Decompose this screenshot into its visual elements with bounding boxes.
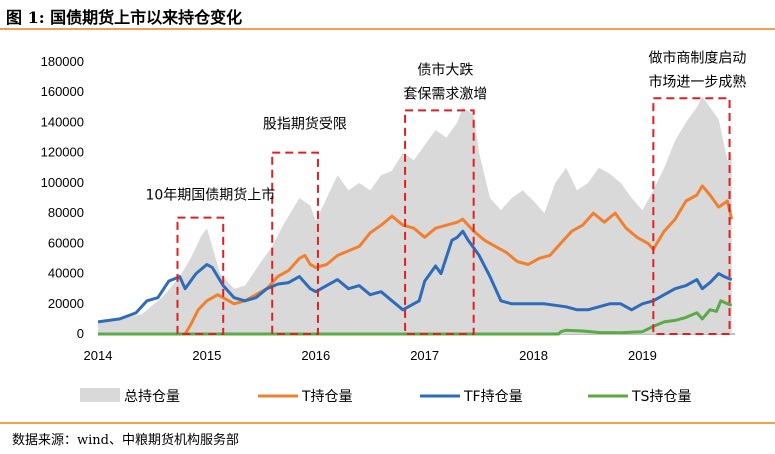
position-chart: 0 20000 40000 60000 80000 100000 120000 140000 1…	[41, 49, 747, 405]
area-layer	[98, 96, 732, 334]
highlight-box	[404, 109, 475, 335]
y-tick-label: 160000	[41, 84, 84, 99]
event-annotation: 套保需求激增	[403, 85, 487, 102]
y-axis: 0 20000 40000 60000 80000 100000 120000 140000 1…	[41, 54, 84, 341]
y-tick-label: 120000	[41, 145, 84, 160]
line-layer	[97, 184, 734, 336]
total-position-area	[98, 96, 732, 334]
x-tick-label: 2019	[628, 348, 657, 363]
x-tick-label: 2016	[301, 348, 330, 363]
y-tick-label: 180000	[41, 54, 84, 69]
tf-position-line	[97, 229, 733, 324]
event-annotation: 股指期货受限	[263, 116, 347, 133]
figure-title: 图 1: 国债期货上市以来持仓变化	[6, 8, 243, 27]
event-annotation: 10年期国债期货上市	[145, 187, 275, 204]
highlight-box	[176, 216, 225, 335]
y-tick-label: 0	[77, 326, 84, 341]
legend: 总持仓量 T持仓量 TF持仓量 TS持仓量	[80, 388, 691, 405]
highlight-box-layer	[176, 97, 731, 336]
ts-position-line	[98, 299, 733, 336]
x-tick-label: 2018	[519, 348, 548, 363]
legend-item-ts: TS持仓量	[631, 389, 691, 405]
y-tick-label: 60000	[48, 235, 84, 250]
x-tick-label: 2017	[410, 348, 439, 363]
y-tick-label: 40000	[48, 266, 84, 281]
legend-item-total: 总持仓量	[124, 389, 180, 405]
y-tick-label: 80000	[48, 205, 84, 220]
x-tick-label: 2015	[192, 348, 221, 363]
y-tick-label: 100000	[41, 175, 84, 190]
data-source: 数据来源：wind、中粮期货机构服务部	[12, 433, 239, 448]
legend-swatch	[80, 388, 120, 402]
title-underline	[0, 28, 775, 30]
source-divider	[0, 422, 775, 424]
x-tick-label: 2014	[84, 348, 113, 363]
x-axis: 2014 2015 2016 2017 2018 2019	[84, 333, 735, 363]
highlight-box	[271, 151, 319, 335]
legend-item-tf: TF持仓量	[463, 389, 523, 405]
y-tick-label: 140000	[41, 114, 84, 129]
event-annotation: 做市商制度启动	[648, 49, 746, 66]
event-annotation: 债市大跌	[417, 61, 473, 78]
y-tick-label: 20000	[48, 296, 84, 311]
event-annotation: 市场进一步成熟	[648, 73, 746, 90]
legend-item-t: T持仓量	[301, 389, 353, 405]
t-position-line	[183, 184, 734, 335]
